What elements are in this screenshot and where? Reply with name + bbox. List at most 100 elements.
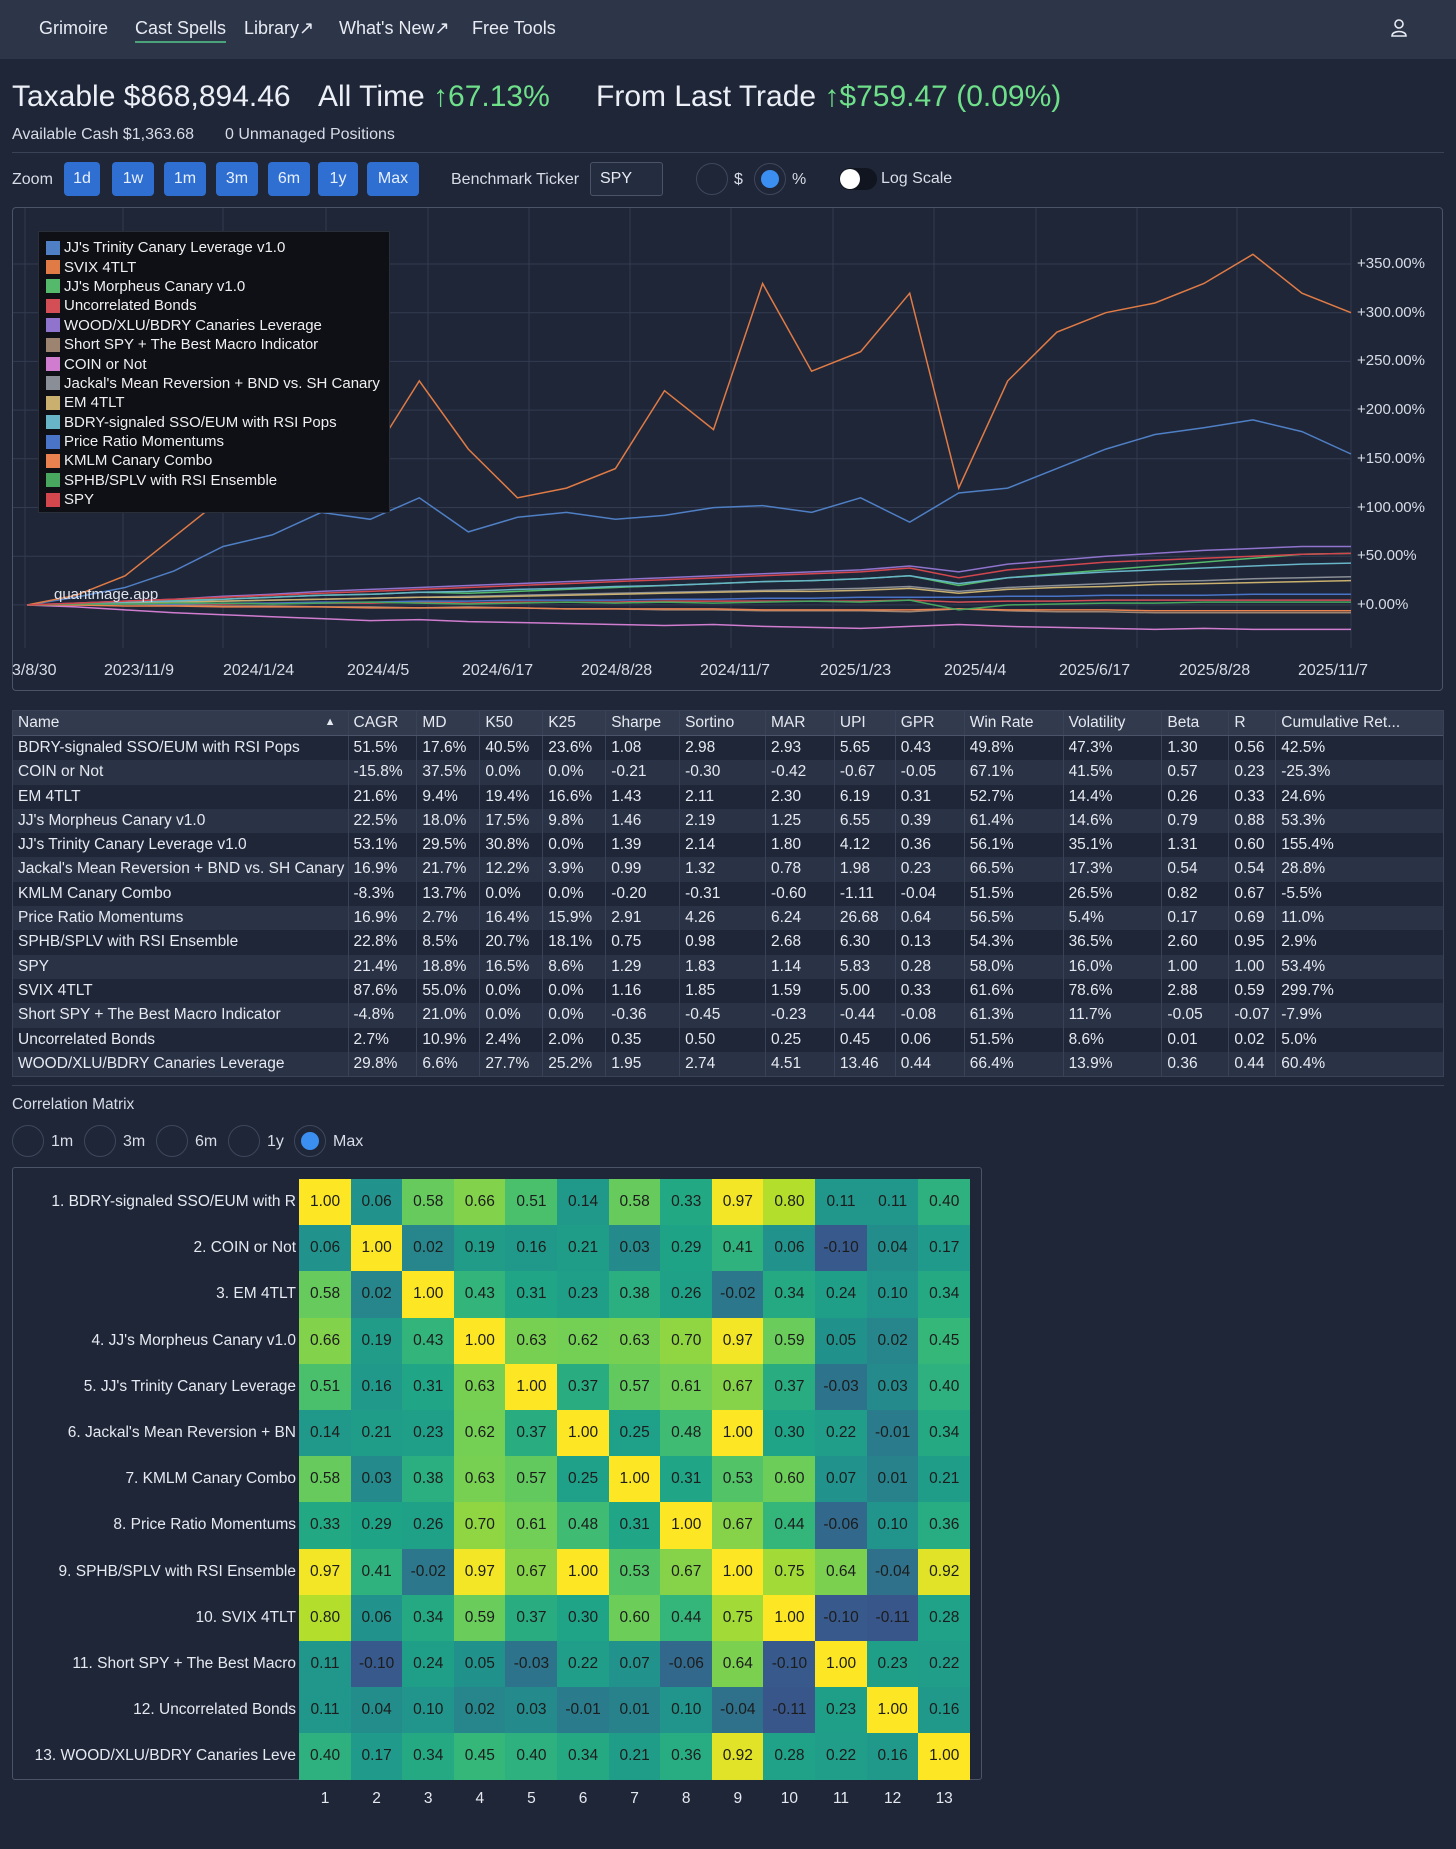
- legend-item[interactable]: EM 4TLT: [46, 393, 389, 412]
- column-header[interactable]: Win Rate: [965, 711, 1064, 735]
- nav-whats-new[interactable]: What's New↗: [339, 18, 450, 38]
- zoom-1y-button[interactable]: 1y: [318, 162, 358, 196]
- zoom-3m-button[interactable]: 3m: [216, 162, 258, 196]
- zoom-max-button[interactable]: Max: [367, 162, 419, 196]
- table-cell: 21.0%: [417, 1003, 481, 1028]
- period-radio-6m[interactable]: [156, 1125, 188, 1157]
- matrix-cell: 0.67: [711, 1363, 764, 1411]
- benchmark-ticker-input[interactable]: SPY: [590, 162, 663, 196]
- chart-plot: [13, 208, 1352, 648]
- zoom-6m-button[interactable]: 6m: [268, 162, 310, 196]
- last-trade-return: From Last Trade ↑$759.47 (0.09%): [596, 80, 1061, 114]
- zoom-1d-button[interactable]: 1d: [64, 162, 100, 196]
- column-header[interactable]: Sharpe: [606, 711, 681, 735]
- log-scale-toggle[interactable]: [839, 168, 877, 190]
- table-row[interactable]: SPHB/SPLV with RSI Ensemble 22.8% 8.5% 20.7…: [13, 930, 1443, 955]
- table-cell: 37.5%: [417, 760, 481, 785]
- column-header[interactable]: R: [1229, 711, 1277, 735]
- matrix-cell: 1.00: [608, 1456, 661, 1503]
- legend-item[interactable]: WOOD/XLU/BDRY Canaries Leverage: [46, 316, 389, 335]
- period-radio-3m[interactable]: [84, 1125, 116, 1157]
- zoom-label: Zoom: [12, 171, 53, 188]
- legend-label: JJ's Morpheus Canary v1.0: [64, 277, 246, 295]
- column-header[interactable]: Beta: [1162, 711, 1230, 735]
- series-line: [26, 552, 1352, 606]
- column-header[interactable]: UPI: [835, 711, 896, 735]
- column-header[interactable]: CAGR: [349, 711, 418, 735]
- matrix-col-label: 13: [935, 1789, 953, 1807]
- legend-item[interactable]: BDRY-signaled SSO/EUM with RSI Pops: [46, 413, 389, 432]
- legend-item[interactable]: KMLM Canary Combo: [46, 451, 389, 470]
- dollar-mode-radio[interactable]: [696, 163, 728, 195]
- matrix-cell: 0.14: [299, 1410, 352, 1457]
- column-header[interactable]: Cumulative Ret...: [1281, 714, 1401, 731]
- legend-item[interactable]: SPHB/SPLV with RSI Ensemble: [46, 471, 389, 490]
- nav-cast-spells[interactable]: Cast Spells: [135, 18, 227, 43]
- table-cell: 0.59: [1229, 978, 1277, 1004]
- series-line: [26, 562, 1352, 606]
- table-cell: 0.64: [896, 906, 965, 931]
- matrix-cell: 0.97: [711, 1317, 764, 1365]
- table-cell: 8.5%: [417, 930, 481, 955]
- table-row[interactable]: Price Ratio Momentums 16.9% 2.7% 16.4% 15.9%…: [13, 906, 1443, 931]
- table-row[interactable]: Uncorrelated Bonds 2.7% 10.9% 2.4% 2.0% 0.35 0…: [13, 1027, 1443, 1052]
- column-header[interactable]: MD: [417, 711, 481, 735]
- table-row[interactable]: JJ's Trinity Canary Leverage v1.0 53.1% 29…: [13, 833, 1443, 858]
- legend-item[interactable]: SVIX 4TLT: [46, 257, 389, 276]
- column-header[interactable]: K25: [543, 711, 607, 735]
- column-header[interactable]: Name ▲: [13, 711, 349, 735]
- user-icon[interactable]: [1389, 18, 1409, 38]
- table-cell: 6.55: [835, 808, 896, 834]
- table-row[interactable]: COIN or Not -15.8% 37.5% 0.0% 0.0% -0.21 -0.30…: [13, 760, 1443, 785]
- legend-item[interactable]: Short SPY + The Best Macro Indicator: [46, 335, 389, 354]
- nav-free-tools[interactable]: Free Tools: [472, 18, 556, 38]
- matrix-cell: 0.22: [557, 1641, 610, 1688]
- table-row[interactable]: Jackal's Mean Reversion + BND vs. SH Can…: [13, 857, 1443, 882]
- matrix-col-label: 8: [681, 1789, 691, 1807]
- column-header[interactable]: MAR: [766, 711, 835, 735]
- table-cell: 29.5%: [417, 833, 481, 858]
- table-row[interactable]: BDRY-signaled SSO/EUM with RSI Pops 51.5%…: [13, 736, 1443, 761]
- table-cell: 0.44: [1229, 1051, 1277, 1077]
- period-radio-1y[interactable]: [228, 1125, 260, 1157]
- percent-mode-radio[interactable]: [754, 163, 786, 195]
- table-row[interactable]: WOOD/XLU/BDRY Canaries Leverage 29.8% 6.6%…: [13, 1051, 1443, 1077]
- period-radio-max[interactable]: [294, 1125, 326, 1157]
- table-row[interactable]: JJ's Morpheus Canary v1.0 22.5% 18.0% 17.5%…: [13, 808, 1443, 834]
- matrix-cell: -0.10: [815, 1225, 868, 1272]
- table-row[interactable]: SVIX 4TLT 87.6% 55.0% 0.0% 0.0% 1.16 1.85 1.59 5…: [13, 978, 1443, 1004]
- table-row[interactable]: Short SPY + The Best Macro Indicator -4.8…: [13, 1003, 1443, 1028]
- up-arrow-icon: ↑: [433, 80, 449, 113]
- column-header[interactable]: GPR: [896, 711, 965, 735]
- table-cell: 0.0%: [543, 881, 607, 907]
- nav-library[interactable]: Library↗: [244, 18, 315, 38]
- matrix-cell: 0.40: [918, 1179, 971, 1226]
- legend-item[interactable]: COIN or Not: [46, 354, 389, 373]
- column-header[interactable]: Sortino: [680, 711, 766, 735]
- table-row[interactable]: KMLM Canary Combo -8.3% 13.7% 0.0% 0.0% -0.20…: [13, 881, 1443, 907]
- sort-asc-icon[interactable]: ▲: [324, 716, 336, 728]
- legend-item[interactable]: SPY: [46, 490, 389, 509]
- zoom-1m-button[interactable]: 1m: [164, 162, 206, 196]
- legend-item[interactable]: Uncorrelated Bonds: [46, 296, 389, 315]
- legend-item[interactable]: Jackal's Mean Reversion + BND vs. SH Can…: [46, 374, 389, 393]
- nav-grimoire[interactable]: Grimoire: [39, 18, 109, 38]
- zoom-1w-button[interactable]: 1w: [112, 162, 154, 196]
- legend-item[interactable]: Price Ratio Momentums: [46, 432, 389, 451]
- column-header[interactable]: Volatility: [1064, 711, 1163, 735]
- series-line: [27, 604, 1351, 612]
- legend-item[interactable]: JJ's Morpheus Canary v1.0: [46, 277, 389, 296]
- legend-item[interactable]: JJ's Trinity Canary Leverage v1.0: [46, 238, 389, 257]
- period-radio-1m[interactable]: [12, 1125, 44, 1157]
- x-tick-label: 2024/1/24: [223, 662, 295, 679]
- y-tick-label: +0.00%: [1357, 595, 1409, 613]
- legend-swatch: [46, 279, 60, 294]
- column-header[interactable]: K50: [480, 711, 544, 735]
- table-cell: Jackal's Mean Reversion + BND vs. SH Can…: [13, 857, 349, 882]
- table-row[interactable]: SPY 21.4% 18.8% 16.5% 8.6% 1.29 1.83 1.14 5.83 0.…: [13, 954, 1443, 979]
- table-row[interactable]: EM 4TLT 21.6% 9.4% 19.4% 16.6% 1.43 2.11 2.30 6.…: [13, 784, 1443, 809]
- matrix-cell: 0.58: [299, 1271, 352, 1319]
- x-tick-label: 2024/8/28: [581, 662, 653, 679]
- table-cell: 47.3%: [1064, 736, 1163, 761]
- matrix-cell: 0.25: [557, 1456, 610, 1503]
